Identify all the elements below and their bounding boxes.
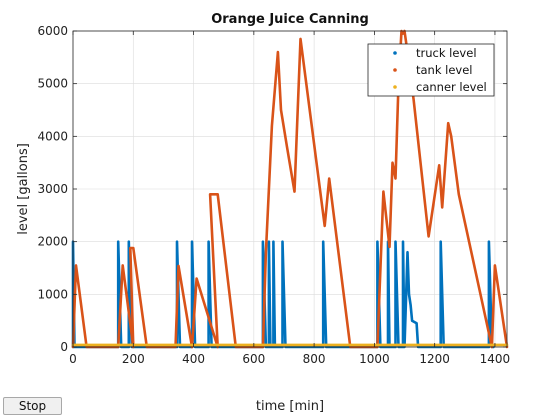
y-tick-label: 1000 (37, 287, 68, 301)
x-tick-label: 800 (303, 352, 326, 366)
x-tick-label: 1200 (419, 352, 450, 366)
legend-entry-truck-level: truck level (416, 46, 477, 60)
chart-title: Orange Juice Canning (211, 12, 369, 27)
x-axis-label: time [min] (256, 399, 324, 414)
y-tick-label: 2000 (37, 235, 68, 249)
y-tick-label: 6000 (37, 24, 68, 38)
legend-marker-tank-level (393, 68, 397, 72)
x-tick-label: 0 (69, 352, 77, 366)
y-tick-label: 3000 (37, 182, 68, 196)
y-tick-label: 4000 (37, 129, 68, 143)
legend-entry-tank-level: tank level (416, 63, 473, 77)
legend-marker-truck-level (393, 51, 397, 55)
stop-button[interactable]: Stop (3, 397, 62, 415)
legend-entry-canner-level: canner level (416, 80, 487, 94)
y-tick-label: 5000 (37, 77, 68, 91)
x-tick-label: 1400 (480, 352, 511, 366)
x-tick-label: 1000 (359, 352, 390, 366)
x-tick-label: 400 (182, 352, 205, 366)
y-axis-label: level [gallons] (16, 143, 31, 235)
x-tick-label: 600 (242, 352, 265, 366)
y-tick-label: 0 (60, 340, 68, 354)
x-tick-label: 200 (122, 352, 145, 366)
legend: truck level tank level canner level (368, 44, 494, 96)
legend-marker-canner-level (393, 85, 397, 89)
